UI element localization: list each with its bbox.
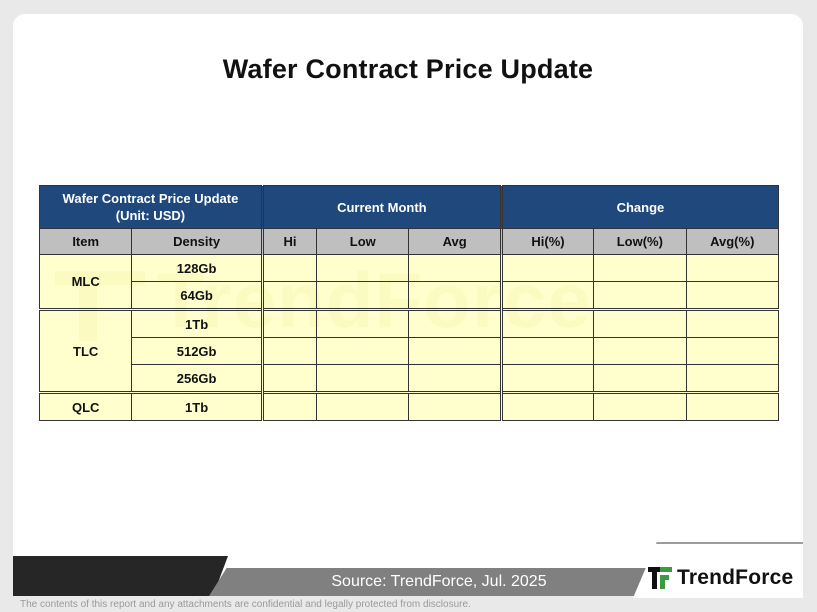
value-cell [408,391,502,421]
value-cell [499,364,595,393]
value-cell [685,337,780,365]
table-row: QLC 1Tb [38,391,780,421]
change-header: Change [499,185,780,229]
value-cell [685,364,780,393]
table-row: 64Gb [40,281,780,310]
value-cell [685,281,780,310]
value-cell [685,308,780,338]
corner-unit: (Unit: USD) [115,208,186,223]
value-cell [593,281,687,310]
value-cell [499,391,595,421]
value-cell [260,308,318,338]
source-text: Source: TrendForce, Jul. 2025 [331,573,547,590]
value-cell [408,308,502,338]
trendforce-logo: TrendForce [648,566,793,590]
value-cell [499,337,595,365]
value-cell [316,364,410,393]
table-row: MLC 128Gb [38,254,780,310]
item-cell-qlc: QLC [38,391,133,421]
value-cell [499,254,595,282]
table-corner-header: Wafer Contract Price Update (Unit: USD) [39,185,263,229]
disclaimer-text: The contents of this report and any atta… [20,599,471,610]
value-cell [593,337,687,365]
footer-bar: Source: TrendForce, Jul. 2025 [13,542,803,598]
col-header-hi-pct: Hi(%) [499,228,595,255]
col-header-low: Low [316,228,410,255]
value-cell [316,281,410,310]
table-row: 512Gb [40,337,780,365]
value-cell [593,254,687,282]
price-table: Wafer Contract Price Update (Unit: USD) … [38,185,780,421]
value-cell [316,254,410,282]
value-cell [316,337,410,365]
value-cell [408,337,502,365]
col-header-avg-pct: Avg(%) [685,228,780,255]
value-cell [260,337,318,365]
value-cell [316,391,410,421]
density-cell: 128Gb [131,254,263,282]
density-cell: 512Gb [131,337,263,365]
footer-gray-band [209,568,649,596]
table-row: TLC 1Tb [38,308,780,393]
value-cell [408,364,502,393]
value-cell [593,391,687,421]
value-cell [593,308,687,338]
trendforce-logo-icon [648,567,672,589]
value-cell [408,254,502,282]
value-cell [499,308,595,338]
footer-dark-band [13,556,228,596]
item-cell-tlc: TLC [38,308,133,393]
value-cell [685,391,780,421]
value-cell [316,308,410,338]
col-header-low-pct: Low(%) [593,228,687,255]
corner-title: Wafer Contract Price Update [62,191,239,206]
table-header-row: Wafer Contract Price Update (Unit: USD) … [39,185,780,229]
value-cell [685,254,780,282]
density-cell: 1Tb [131,308,263,338]
value-cell [593,364,687,393]
value-cell [499,281,595,310]
col-header-item: Item [38,228,133,255]
item-cell-mlc: MLC [38,254,133,310]
table-row: 256Gb [40,364,780,393]
density-cell: 64Gb [131,281,263,310]
value-cell [260,364,318,393]
logo-text: TrendForce [677,566,794,589]
current-month-header: Current Month [260,185,502,229]
value-cell [260,254,318,282]
value-cell [260,391,318,421]
col-header-hi: Hi [260,228,318,255]
density-cell: 256Gb [131,364,263,393]
value-cell [260,281,318,310]
density-cell: 1Tb [131,391,263,421]
col-header-density: Density [131,228,263,255]
table-column-row: Item Density Hi Low Avg Hi(%) Low(%) Avg… [38,228,780,255]
page-title: Wafer Contract Price Update [222,54,594,84]
value-cell [408,281,502,310]
col-header-avg: Avg [408,228,502,255]
